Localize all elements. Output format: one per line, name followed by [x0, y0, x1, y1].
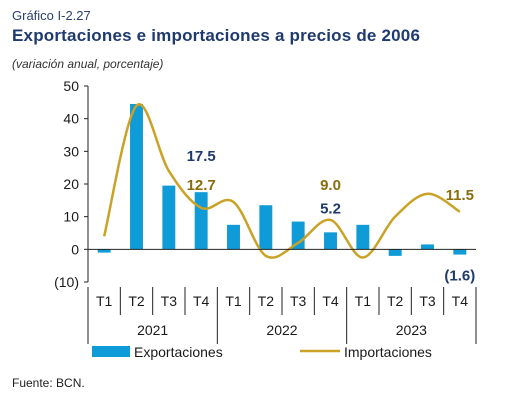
year-label: 2021: [137, 322, 168, 338]
data-label: 17.5: [187, 148, 216, 165]
year-label: 2023: [396, 322, 427, 338]
x-tick-label: T1: [225, 293, 242, 309]
bar-exportaciones: [162, 185, 176, 250]
legend-label-importaciones: Importaciones: [344, 344, 432, 360]
bar-exportaciones: [421, 244, 434, 250]
y-tick-label: 40: [63, 111, 79, 127]
data-label: 11.5: [446, 187, 474, 204]
x-tick-label: T3: [161, 293, 178, 309]
data-label: 5.2: [320, 200, 341, 217]
x-tick-label: T3: [419, 293, 436, 309]
data-label: (1.6): [444, 268, 475, 285]
bar-exportaciones: [388, 249, 402, 256]
x-tick-label: T2: [258, 293, 275, 309]
chart-subtitle: (variación anual, porcentaje): [12, 57, 164, 71]
y-tick-label: (10): [54, 274, 79, 290]
bar-exportaciones: [324, 232, 337, 250]
year-label: 2022: [266, 322, 297, 338]
x-tick-label: T2: [128, 293, 145, 309]
y-tick-label: 50: [63, 78, 79, 94]
x-tick-label: T4: [322, 293, 339, 309]
bar-exportaciones: [130, 103, 143, 250]
x-tick-label: T4: [452, 293, 469, 309]
bar-exportaciones: [259, 205, 273, 250]
bar-exportaciones: [97, 249, 111, 253]
x-tick-label: T3: [290, 293, 307, 309]
bar-exportaciones: [227, 224, 240, 250]
x-tick-label: T1: [96, 293, 113, 309]
legend-label-exportaciones: Exportaciones: [134, 344, 223, 360]
y-tick-label: 0: [71, 241, 79, 257]
x-tick-label: T4: [193, 293, 210, 309]
bar-exportaciones: [194, 192, 208, 250]
data-label: 12.7: [187, 177, 216, 194]
x-tick-label: T1: [355, 293, 372, 309]
chart-label: Gráfico I-2.27: [12, 8, 91, 23]
bar-exportaciones: [291, 221, 305, 250]
bar-exportaciones: [453, 249, 467, 255]
bar-exportaciones: [356, 224, 370, 250]
x-tick-label: T2: [387, 293, 404, 309]
y-tick-label: 30: [63, 143, 79, 159]
line-importaciones: [102, 103, 461, 259]
chart-title: Exportaciones e importaciones a precios …: [12, 26, 421, 45]
y-tick-label: 10: [63, 209, 79, 225]
y-tick-label: 20: [63, 176, 79, 192]
source-note: Fuente: BCN.: [12, 376, 85, 390]
legend-swatch-exportaciones: [92, 346, 130, 357]
data-label: 9.0: [320, 177, 341, 194]
